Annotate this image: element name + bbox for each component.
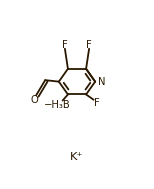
Text: O: O [30,95,38,105]
Text: F: F [94,98,99,108]
Text: N: N [98,77,106,87]
Text: −H₃B: −H₃B [44,100,71,110]
Text: F: F [86,40,92,50]
Text: F: F [62,40,68,50]
Text: K⁺: K⁺ [70,152,84,162]
